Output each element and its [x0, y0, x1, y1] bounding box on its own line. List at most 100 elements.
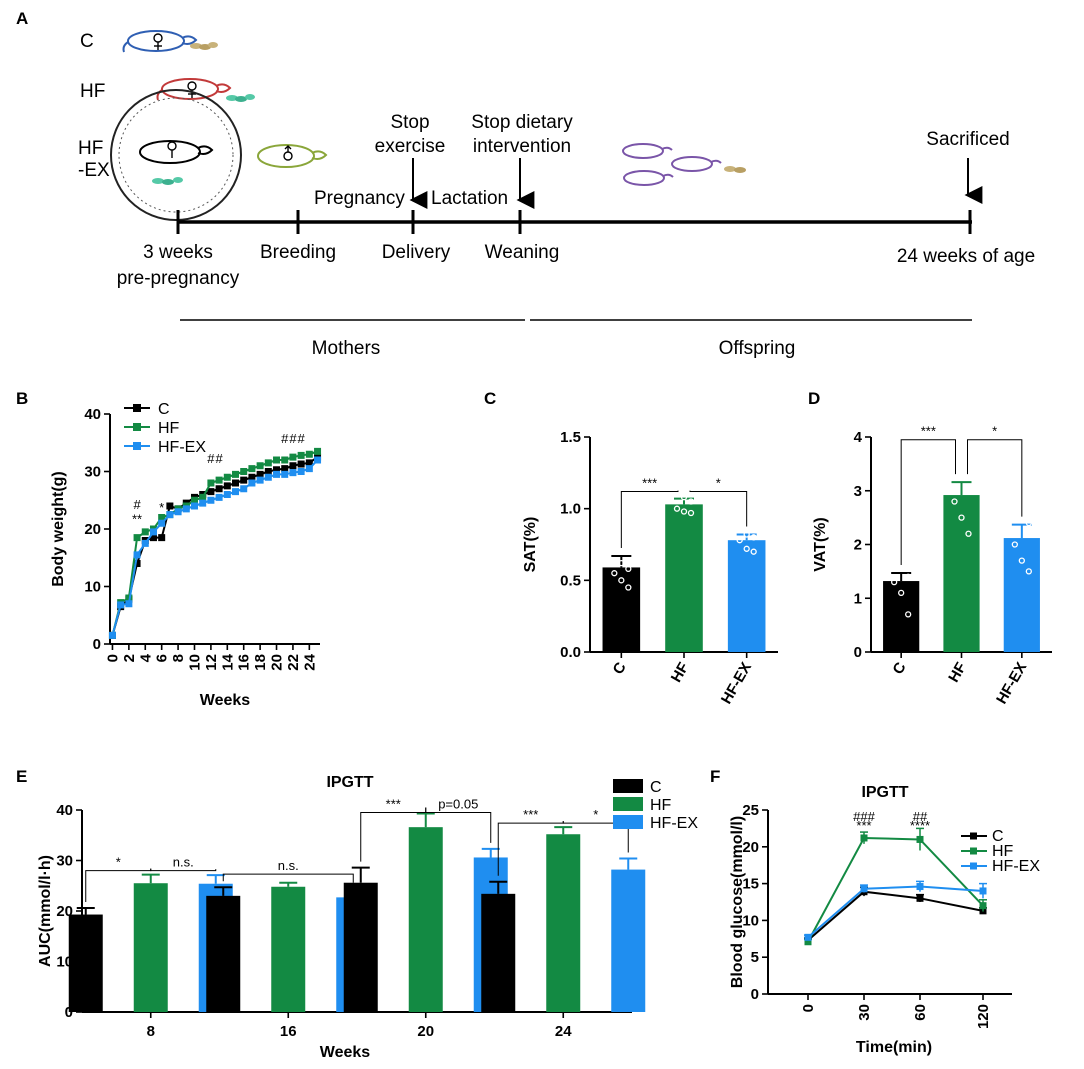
y-tick-label: 40 — [84, 406, 101, 423]
data-point-hf-ex — [916, 883, 924, 891]
x-tick-label: HF — [945, 660, 970, 686]
data-point-hf — [141, 528, 149, 536]
text-line: intervention — [473, 136, 571, 157]
data-point-hf-ex — [149, 528, 157, 536]
rat-mother-green-icon — [257, 144, 328, 168]
arrow-label-stop-exercise: Stop exercise — [375, 112, 446, 157]
y-axis-title: SAT(%) — [522, 517, 539, 573]
x-axis-title: Time(min) — [856, 1039, 932, 1056]
data-point-c — [232, 479, 240, 487]
bar-hf — [665, 504, 703, 652]
bar-hf — [133, 883, 168, 1012]
legend-marker — [970, 847, 977, 855]
x-tick-label: 20 — [269, 654, 286, 671]
data-dot — [750, 548, 757, 555]
data-point-c — [207, 488, 215, 496]
significance-label: ** — [132, 511, 142, 526]
y-axis-title: Blood glucose(mmol/l) — [729, 816, 746, 988]
y-tick-label: 40 — [56, 802, 73, 819]
data-point-hf-ex — [264, 473, 272, 481]
data-point-c — [158, 534, 166, 542]
data-point-hf — [190, 496, 198, 504]
phase-label-pregnancy: Pregnancy — [314, 188, 405, 209]
significance-bracket — [150, 868, 217, 872]
text-line: 3 weeks — [143, 242, 213, 263]
data-dot — [618, 577, 625, 584]
significance-label: ### — [853, 809, 875, 824]
significance-label: n.s. — [278, 858, 299, 873]
data-dot — [736, 527, 743, 534]
x-tick-label: 10 — [186, 654, 203, 671]
arrow-label-stop-diet: Stop dietary intervention — [471, 112, 573, 157]
data-point-hf-ex — [199, 499, 207, 507]
y-axis-title: VAT(%) — [812, 517, 829, 572]
legend-swatch — [613, 815, 643, 829]
x-tick-label: 0 — [800, 1004, 817, 1012]
y-tick-label: 10 — [742, 912, 759, 929]
bar-c — [68, 914, 103, 1012]
data-dot — [687, 498, 695, 505]
legend-label: HF-EX — [158, 439, 206, 456]
data-dot — [743, 531, 750, 538]
text-line: Stop dietary — [471, 112, 573, 133]
data-point-hf — [223, 473, 231, 481]
significance-bracket — [222, 873, 354, 883]
bar-hf-ex — [611, 869, 646, 1012]
data-point-hf — [158, 514, 166, 521]
panel-label: E — [16, 767, 27, 786]
x-tick-label: 24 — [301, 653, 318, 670]
significance-label: *** — [386, 797, 401, 812]
data-dot — [618, 559, 625, 567]
data-point-hf-ex — [133, 551, 141, 559]
legend-label: HF — [650, 797, 672, 814]
data-point-c — [916, 894, 924, 902]
data-point-hf — [281, 456, 289, 464]
data-point-hf-ex — [108, 631, 116, 639]
bracket-label-mothers: Mothers — [312, 338, 381, 359]
x-axis-title: Weeks — [320, 1044, 371, 1061]
y-tick-label: 25 — [742, 802, 759, 819]
x-tick-label: 22 — [285, 654, 302, 671]
bar-c — [343, 882, 378, 1012]
bar-hf — [408, 827, 443, 1012]
y-tick-label: 20 — [84, 521, 101, 538]
panel-label: B — [16, 389, 28, 408]
data-point-hf-ex — [256, 476, 264, 484]
y-tick-label: 0 — [65, 1004, 73, 1021]
y-tick-label: 1.5 — [560, 429, 581, 446]
data-point-hf-ex — [297, 468, 305, 475]
x-tick-label: 16 — [236, 654, 253, 671]
series-line-hf-ex — [111, 459, 319, 636]
data-point-c — [149, 534, 157, 542]
x-tick-label: C — [889, 659, 909, 677]
data-point-hf-ex — [804, 933, 812, 941]
significance-bracket — [900, 439, 956, 565]
milestone-pre-pregnancy: 3 weeks pre-pregnancy — [117, 242, 240, 289]
y-tick-label: 20 — [742, 839, 759, 856]
y-tick-label: 2 — [854, 537, 862, 554]
data-point-hf — [207, 479, 215, 487]
significance-label: # — [133, 497, 141, 512]
y-tick-label: 0 — [751, 986, 759, 1003]
x-tick-label: 2 — [121, 654, 138, 662]
data-dot — [958, 514, 965, 521]
data-point-hf — [240, 468, 248, 475]
significance-label: ## — [913, 809, 928, 824]
data-point-hf-ex — [125, 600, 133, 608]
bar-hf-ex — [1003, 538, 1040, 652]
data-point-hf — [297, 451, 305, 459]
significance-label: * — [593, 807, 598, 822]
data-point-hf-ex — [273, 470, 281, 478]
data-point-hf-ex — [215, 493, 223, 501]
data-dot — [625, 584, 632, 591]
significance-bracket — [967, 439, 1023, 517]
text-line: HF — [78, 138, 103, 159]
panel-label: F — [710, 767, 720, 786]
data-point-hf — [248, 465, 256, 473]
panel-label: D — [808, 389, 820, 408]
data-dot — [673, 505, 681, 512]
x-tick-label: 12 — [203, 654, 220, 671]
y-tick-label: 5 — [751, 949, 759, 966]
panel-a-label: A — [16, 9, 28, 28]
data-dot — [1011, 501, 1018, 508]
